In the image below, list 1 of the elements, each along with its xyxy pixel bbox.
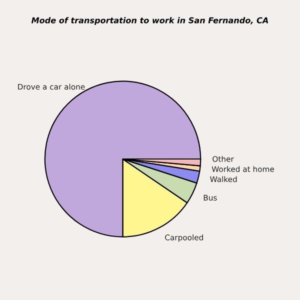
chart-title: Mode of transportation to work in San Fernando, CA	[31, 17, 268, 25]
